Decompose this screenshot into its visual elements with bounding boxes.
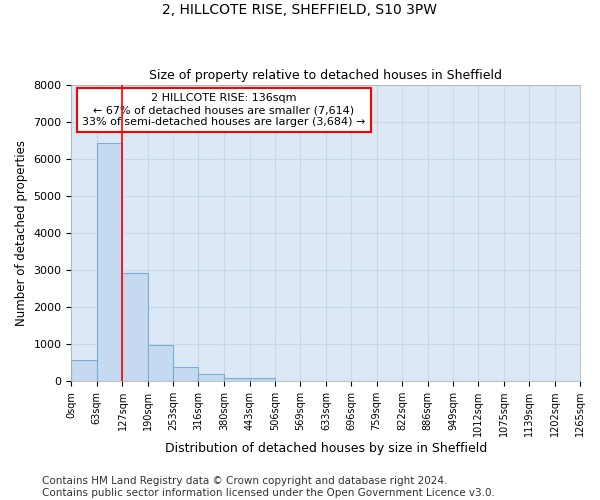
Bar bbox=[224, 378, 250, 381]
Bar bbox=[97, 143, 122, 381]
Bar bbox=[173, 367, 199, 381]
Y-axis label: Number of detached properties: Number of detached properties bbox=[15, 140, 28, 326]
X-axis label: Distribution of detached houses by size in Sheffield: Distribution of detached houses by size … bbox=[164, 442, 487, 455]
Bar bbox=[71, 360, 97, 381]
Bar bbox=[250, 378, 275, 381]
Text: 2, HILLCOTE RISE, SHEFFIELD, S10 3PW: 2, HILLCOTE RISE, SHEFFIELD, S10 3PW bbox=[163, 2, 437, 16]
Bar bbox=[148, 346, 173, 381]
Title: Size of property relative to detached houses in Sheffield: Size of property relative to detached ho… bbox=[149, 69, 502, 82]
Text: 2 HILLCOTE RISE: 136sqm
← 67% of detached houses are smaller (7,614)
33% of semi: 2 HILLCOTE RISE: 136sqm ← 67% of detache… bbox=[82, 94, 365, 126]
Bar bbox=[122, 273, 148, 381]
Text: Contains HM Land Registry data © Crown copyright and database right 2024.
Contai: Contains HM Land Registry data © Crown c… bbox=[42, 476, 495, 498]
Bar bbox=[199, 374, 224, 381]
